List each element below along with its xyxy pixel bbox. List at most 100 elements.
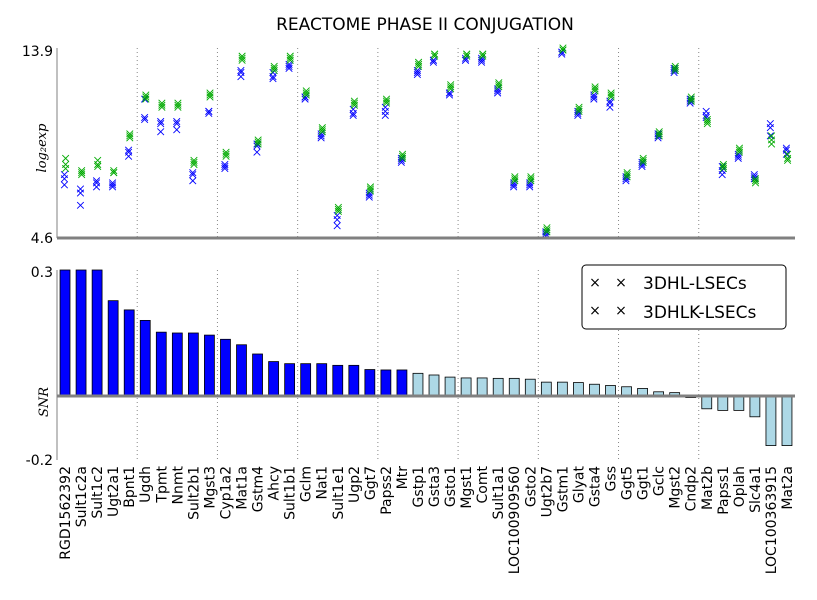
snr-bar-Bpnt1 [123,309,135,397]
gene-label-Mat2a: Mat2a [780,466,796,510]
scatter-point-3dhlk-Gsto1-2 [447,81,455,89]
scatter-point-3dhl-Ugp2-0 [349,111,357,120]
gene-label-Gsto2: Gsto2 [523,466,539,507]
scatter-point-3dhlk-Ggt7-2 [366,183,375,191]
scatter-point-3dhlk-Cndp2-2 [687,93,695,101]
scatter-point-3dhl-Oplah-2 [734,150,742,158]
scatter-point-3dhl-Ggt5-1 [622,175,630,183]
snr-bar-Nnmt [171,332,183,397]
snr-bar-Ugt2b7 [540,381,552,397]
scatter-point-3dhl-Ugt2a1-0 [108,181,117,189]
top-scatter-marks [60,44,792,240]
scatter-point-3dhl-Gsto1-2 [445,89,454,97]
gene-label-Gstm4: Gstm4 [251,466,267,512]
scatter-point-3dhlk-Cndp2-1 [687,95,695,103]
snr-bar-Slc4a1 [749,395,761,418]
scatter-point-3dhlk-LOC100909560-2 [511,173,519,181]
scatter-point-3dhlk-Nat1-1 [318,126,326,134]
scatter-point-3dhlk-Tpmt-1 [158,101,166,109]
scatter-point-3dhl-Tpmt-2 [157,119,165,128]
scatter-point-3dhlk-Ahcy-2 [270,62,278,71]
scatter-point-3dhl-Gclm-0 [301,95,309,103]
scatter-point-3dhl-Mtr-2 [397,154,405,162]
scatter-point-3dhl-LOC100363915-2 [766,119,774,128]
bottom-ytick-max: 0.3 [31,265,53,281]
bottom-ytick-min: -0.2 [26,453,53,469]
scatter-point-3dhlk-Cyp1a2-1 [222,150,230,158]
scatter-point-3dhl-Papss1-2 [718,162,726,171]
snr-bar-Gstm1 [556,381,568,397]
snr-bar-panel: 0.3 -0.2 SNR RGD1562392 Sult1c2a Sult1c2 Ug… [26,265,796,574]
gene-label-Mgst1: Mgst1 [459,466,475,509]
scatter-point-3dhlk-Sult2b1-1 [190,158,198,167]
scatter-point-3dhlk-Mat2b-2 [703,115,711,124]
scatter-point-3dhlk-Sult1c2a-1 [78,169,86,177]
snr-bar-Gsto2 [524,378,536,397]
snr-bar-Ugt2a1 [107,300,119,397]
scatter-point-3dhl-RGD1562392-0 [60,181,69,189]
scatter-point-3dhlk-Gsta3-0 [431,52,439,60]
scatter-point-3dhl-Mgst3-1 [205,107,213,115]
scatter-point-3dhl-Ahcy-0 [269,75,277,83]
gene-label-Gsta3: Gsta3 [427,466,443,507]
scatter-point-3dhlk-Gclc-1 [655,130,663,138]
scatter-point-3dhlk-Mat2a-2 [783,150,792,158]
scatter-point-3dhl-Ggt1-2 [638,158,646,167]
gene-label-Mat1a: Mat1a [235,466,251,510]
scatter-point-3dhl-Ugdh-0 [141,113,149,122]
scatter-point-3dhlk-Ggt1-2 [639,154,647,162]
scatter-point-3dhl-Gclm-2 [301,93,309,101]
scatter-point-3dhl-Mat1a-2 [237,66,245,75]
scatter-point-3dhlk-Mat2b-1 [703,117,711,126]
snr-bar-Gss [605,385,616,397]
scatter-point-3dhlk-Mgst1-0 [463,52,471,60]
scatter-point-3dhlk-Gstm1-1 [559,46,567,54]
scatter-point-3dhlk-Slc4a1-2 [751,175,760,183]
scatter-point-3dhl-Bpnt1-2 [124,146,133,154]
scatter-point-3dhl-LOC100909560-1 [510,181,518,189]
scatter-point-3dhl-Mtr-1 [397,156,405,164]
scatter-point-3dhl-Ugdh-2 [141,95,149,103]
scatter-point-3dhlk-Sult1b1-2 [286,52,294,60]
scatter-point-3dhl-Gstm1-0 [558,50,566,58]
snr-bar-Mtr [396,369,408,397]
scatter-point-3dhlk-Sult1c2-2 [94,156,102,164]
scatter-point-3dhl-Mgst1-2 [461,54,470,62]
scatter-point-3dhlk-LOC100363915-2 [767,132,776,140]
snr-bar-LOC100363915 [765,395,777,446]
scatter-point-3dhlk-Mgst1-2 [463,50,471,58]
snr-bar-Sult1b1 [284,363,296,397]
scatter-point-3dhl-Mat2a-1 [782,146,790,154]
scatter-point-3dhl-Ggt7-2 [365,189,373,197]
scatter-point-3dhl-Ggt7-1 [365,191,373,199]
snr-bar-Oplah [733,395,745,411]
scatter-point-3dhlk-Gclm-2 [302,87,310,95]
scatter-point-3dhl-Gss-1 [606,99,614,107]
scatter-point-3dhlk-Gstm4-1 [254,138,262,146]
snr-bar-Sult1c2 [91,269,103,397]
scatter-point-3dhlk-Mat2a-0 [783,156,792,164]
scatter-point-3dhlk-Ggt5-2 [623,169,631,177]
scatter-point-3dhlk-Ggt5-1 [623,171,631,179]
gene-label-Glyat: Glyat [571,465,587,503]
gene-label-Sult1c2a: Sult1c2a [74,466,90,527]
snr-bar-Sult2b1 [187,332,199,397]
scatter-point-3dhl-LOC100909560-2 [510,179,518,187]
scatter-point-3dhl-Mat2b-2 [702,107,710,115]
scatter-point-3dhlk-Mat1a-1 [238,54,246,62]
expression-scatter-panel: 13.9 4.6 log₂exp [22,44,795,247]
scatter-point-3dhl-Gss-2 [606,97,614,105]
scatter-point-3dhl-Cndp2-1 [686,97,694,105]
snr-bar-Tpmt [155,331,167,397]
scatter-point-3dhlk-Ugp2-1 [350,99,359,107]
top-ylabel: log₂exp [35,123,50,173]
scatter-point-3dhl-Mat2b-0 [702,113,710,122]
snr-bar-Ugp2 [348,364,360,397]
scatter-point-3dhl-Slc4a1-1 [750,173,758,181]
snr-bar-Gsta4 [589,383,600,397]
scatter-point-3dhl-Slc4a1-2 [750,171,758,179]
scatter-point-3dhlk-Mgst3-1 [206,91,214,99]
gene-label-Mtr: Mtr [395,466,411,490]
scatter-point-3dhl-Gsto2-2 [526,179,534,187]
